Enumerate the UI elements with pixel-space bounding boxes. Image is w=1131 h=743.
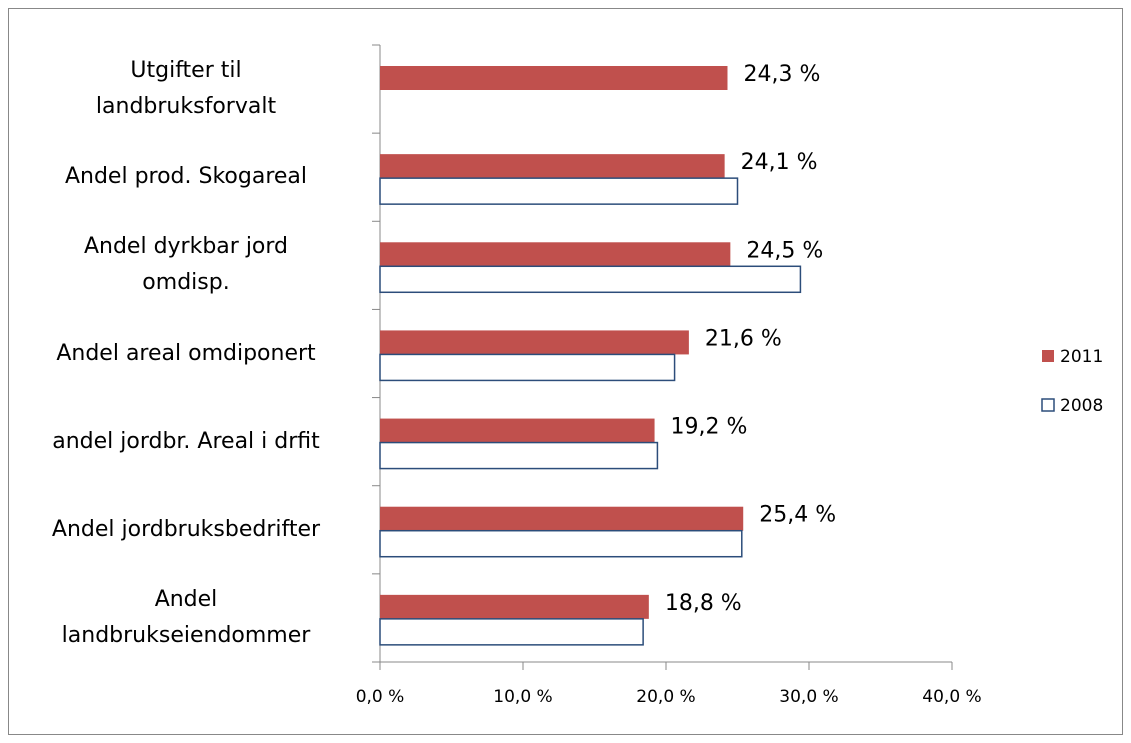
bar bbox=[379, 353, 676, 382]
bar bbox=[380, 506, 744, 531]
data-label: 19,2 % bbox=[671, 415, 748, 440]
legend-label: 2011 bbox=[1060, 347, 1103, 367]
legend-marker bbox=[1041, 398, 1055, 412]
bar bbox=[379, 265, 802, 294]
data-label: 24,3 % bbox=[743, 62, 820, 87]
frame bbox=[8, 8, 1123, 735]
data-label: 24,1 % bbox=[741, 150, 818, 175]
x-tick-label: 30,0 % bbox=[779, 687, 838, 707]
data-label: 21,6 % bbox=[705, 326, 782, 351]
data-label: 18,8 % bbox=[665, 591, 742, 616]
y-tick-label: Andel landbrukseiendommer bbox=[61, 586, 311, 648]
y-tick-label: Andel dyrkbar jord omdisp. bbox=[83, 234, 289, 296]
data-label: 25,4 % bbox=[759, 503, 836, 528]
legend-marker bbox=[1042, 350, 1054, 362]
bar bbox=[379, 529, 743, 558]
y-tick-label: Andel jordbruksbedrifter bbox=[51, 516, 321, 542]
bar bbox=[379, 441, 659, 470]
x-tick-label: 20,0 % bbox=[636, 687, 695, 707]
bar bbox=[380, 242, 731, 267]
bar bbox=[380, 154, 725, 179]
x-tick-label: 10,0 % bbox=[493, 687, 552, 707]
bar bbox=[379, 177, 739, 205]
bar bbox=[380, 418, 655, 443]
y-tick-label: Andel areal omdiponert bbox=[56, 340, 316, 366]
y-tick-label: Utgifter til landbruksforvalt bbox=[95, 58, 277, 120]
y-tick-label: andel jordbr. Areal i drfit bbox=[52, 428, 320, 454]
y-tick-label: Andel prod. Skogareal bbox=[64, 164, 308, 190]
legend-label: 2008 bbox=[1060, 396, 1103, 416]
data-label: 24,5 % bbox=[746, 238, 823, 263]
x-tick-label: 40,0 % bbox=[922, 687, 981, 707]
bar bbox=[379, 618, 644, 646]
bar bbox=[380, 66, 728, 90]
bar bbox=[380, 594, 649, 619]
x-tick-label: 0,0 % bbox=[356, 687, 405, 707]
bar bbox=[380, 330, 689, 355]
